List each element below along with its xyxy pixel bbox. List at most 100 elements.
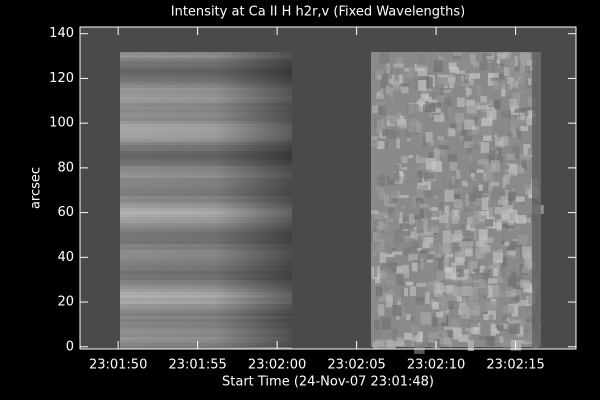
image-cell [510,118,518,128]
image-cell [379,88,384,96]
image-cell [521,268,530,274]
image-cell [400,83,411,88]
image-cell [371,135,378,141]
image-cell [412,242,420,248]
image-cell [436,196,444,205]
image-cell [506,153,515,160]
image-cell [417,54,425,66]
image-cell [513,295,520,303]
image-cell [465,248,473,257]
image-cell [445,266,457,280]
image-cell [495,328,500,334]
image-cell [486,207,493,220]
image-cell [482,244,491,253]
image-cell [385,218,394,223]
image-cell [492,252,504,263]
image-cell [450,214,454,219]
image-cell [524,329,533,343]
image-cell [515,196,525,202]
image-cell [381,262,390,271]
image-cell [495,73,504,80]
image-cell [477,159,489,165]
image-cell [409,286,416,297]
image-cell [399,185,410,196]
image-cell [439,201,444,210]
image-cell [471,242,476,255]
image-cell [490,77,502,82]
image-cell [497,324,504,331]
image-cell [487,73,493,86]
image-cell [507,250,516,256]
image-cell [459,86,465,90]
image-cell [416,63,426,68]
image-cell [521,313,532,318]
image-cell [504,317,515,328]
image-cell [420,258,424,270]
image-cell [418,79,427,91]
image-cell [413,341,425,354]
image-cell [418,185,428,190]
image-cell [404,332,413,341]
image-cell [490,323,496,337]
image-cell [495,63,504,67]
image-cell [401,167,408,171]
image-cell [415,262,421,272]
image-cell [478,75,486,88]
image-cell [503,200,514,211]
image-cell [467,192,477,202]
image-cell [473,227,478,241]
image-cell [518,189,525,195]
image-cell [397,112,402,119]
x-tick-label: 23:02:15 [486,358,544,373]
image-cell [523,304,535,310]
x-tick-label: 23:02:05 [327,358,385,373]
image-cell [386,186,396,195]
image-cell [435,252,442,258]
image-cell [384,268,392,273]
image-cell [451,214,459,224]
image-cell [415,317,422,321]
image-cell [386,339,396,349]
image-cell [382,142,389,151]
image-cell [429,99,438,103]
image-cell [485,219,494,227]
image-cell [498,194,509,205]
image-cell [476,105,488,110]
image-cell [478,229,488,241]
image-cell [411,325,420,334]
image-cell [459,169,470,177]
image-cell [512,284,524,290]
image-cell [461,129,467,136]
y-tick-label: 60 [57,205,74,220]
image-cell [395,237,400,247]
image-cell [448,117,453,122]
image-cell [406,314,412,321]
image-cell [498,191,505,197]
image-cell [415,121,422,133]
image-cell [465,327,471,332]
image-cell [406,103,411,113]
image-cell [446,254,457,267]
image-cell [420,93,430,99]
image-cell [376,244,381,253]
image-cell [449,66,460,73]
image-cell [458,334,469,342]
image-cell [400,115,405,122]
image-cell [434,282,444,293]
image-cell [485,301,497,311]
image-cell [406,282,415,290]
image-cell [391,76,400,87]
image-cell [526,157,531,166]
image-cell [484,237,494,243]
image-cell [434,148,440,162]
image-cell [459,135,465,141]
image-cell [507,244,516,251]
image-cell [426,259,433,263]
image-cell [395,57,404,66]
image-cell [510,80,519,88]
image-cell [376,91,381,96]
image-cell [379,174,385,188]
image-cell [371,53,378,58]
image-cell [404,68,411,72]
image-cell [428,332,440,343]
